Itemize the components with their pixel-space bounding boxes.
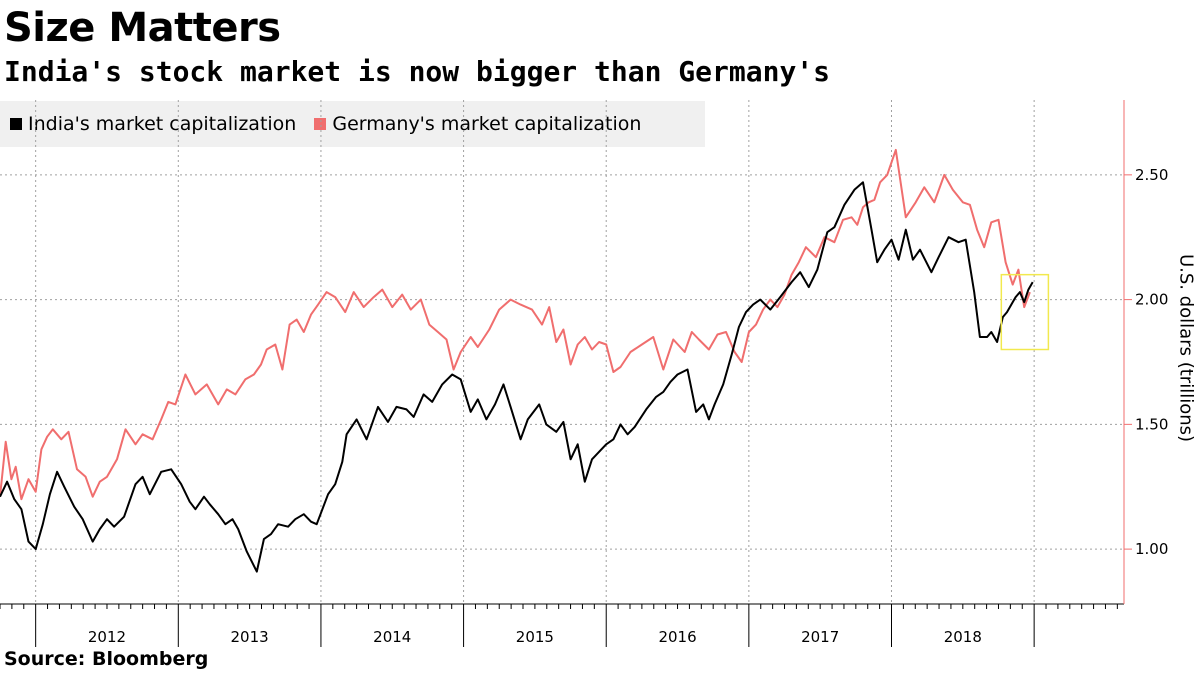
source-note: Source: Bloomberg bbox=[4, 648, 209, 670]
x-tick-label: 2018 bbox=[944, 628, 982, 646]
y-tick-label: 2.50 bbox=[1135, 166, 1168, 184]
legend-swatch-germany bbox=[314, 118, 327, 130]
x-tick-label: 2015 bbox=[516, 628, 554, 646]
legend-label-germany: Germany's market capitalization bbox=[332, 113, 642, 135]
chart-subtitle: India's stock market is now bigger than … bbox=[4, 55, 831, 88]
highlight-box bbox=[1000, 273, 1050, 351]
series-lines bbox=[0, 148, 1034, 573]
y-tick-label: 1.00 bbox=[1135, 540, 1168, 558]
legend-swatch-india bbox=[10, 118, 22, 130]
legend: India's market capitalization Germany's … bbox=[0, 101, 705, 147]
x-tick-label: 2016 bbox=[658, 628, 696, 646]
x-tick-label: 2012 bbox=[88, 628, 126, 646]
legend-entry-germany: Germany's market capitalization bbox=[314, 113, 641, 135]
legend-label-india: India's market capitalization bbox=[28, 113, 297, 135]
x-tick-label: 2014 bbox=[373, 628, 411, 646]
gridlines bbox=[0, 100, 1124, 604]
x-tick-label: 2013 bbox=[231, 628, 269, 646]
chart-title: Size Matters bbox=[4, 5, 281, 51]
series-line-germany bbox=[0, 148, 1031, 501]
axes: 1.00 1.50 2.00 2.50 2012 2013 2014 2015 2016 2017… bbox=[0, 100, 1168, 647]
y-axis-label: U.S. dollars (trillions) bbox=[1175, 253, 1197, 443]
x-tick-label: 2017 bbox=[801, 628, 839, 646]
y-tick-label: 1.50 bbox=[1135, 415, 1168, 433]
legend-entry-india: India's market capitalization bbox=[10, 113, 296, 135]
y-tick-label: 2.00 bbox=[1135, 291, 1168, 309]
annotations bbox=[1000, 273, 1050, 351]
series-line-india bbox=[0, 181, 1034, 573]
